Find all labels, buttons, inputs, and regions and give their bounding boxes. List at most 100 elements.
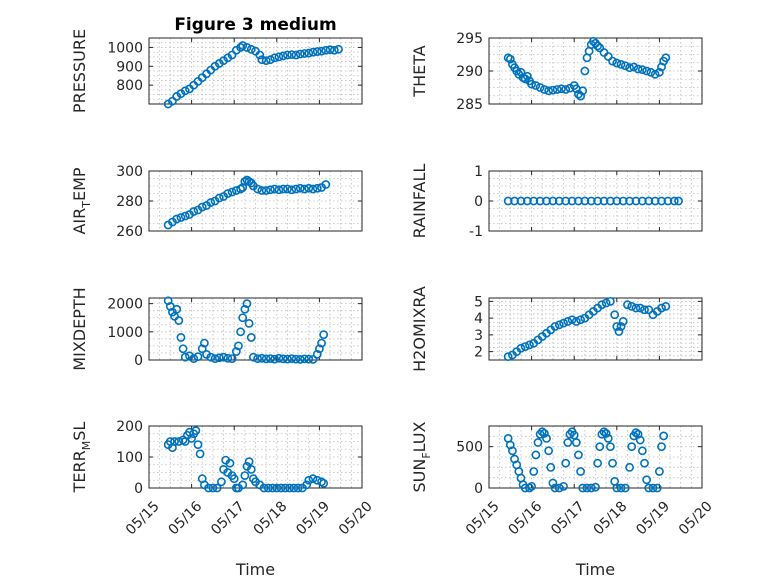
data-point xyxy=(554,483,564,493)
data-point xyxy=(661,301,671,311)
data-point xyxy=(304,183,314,193)
data-point xyxy=(599,427,609,437)
y-tick-label: 280 xyxy=(116,194,143,210)
data-point xyxy=(291,50,301,60)
chart-title: Figure 3 medium xyxy=(174,15,336,35)
data-point xyxy=(238,480,248,490)
y-tick-label: -1 xyxy=(469,224,483,240)
data-point xyxy=(548,478,558,488)
data-point xyxy=(527,79,536,89)
data-point xyxy=(268,483,277,493)
y-tick-label: 2 xyxy=(474,345,483,361)
y-tick-label: 1000 xyxy=(107,40,143,56)
data-point xyxy=(601,298,611,308)
data-point xyxy=(246,333,256,342)
data-point xyxy=(642,66,652,76)
y-axis-label: AIRTEMP xyxy=(70,167,93,234)
y-axis-label: TERRMSL xyxy=(70,422,93,494)
data-point xyxy=(308,47,318,57)
data-point xyxy=(266,55,275,65)
data-point xyxy=(295,183,305,193)
data-point xyxy=(206,198,216,207)
data-point xyxy=(593,41,603,51)
data-point xyxy=(236,327,245,337)
y-tick-label: 0 xyxy=(134,353,143,369)
data-point xyxy=(193,440,203,449)
data-point xyxy=(539,429,549,438)
data-point xyxy=(197,344,207,354)
axes-box xyxy=(488,297,703,361)
data-point xyxy=(669,196,679,206)
data-point xyxy=(259,483,269,493)
data-point xyxy=(661,53,671,63)
data-point xyxy=(261,354,271,364)
data-point xyxy=(240,304,250,314)
data-point xyxy=(257,55,267,65)
data-point xyxy=(274,52,284,62)
data-point xyxy=(272,483,282,493)
data-point xyxy=(520,342,530,351)
data-point xyxy=(525,483,534,493)
data-point xyxy=(274,353,284,363)
data-point xyxy=(503,352,513,362)
data-point xyxy=(650,196,660,206)
data-point xyxy=(278,184,288,194)
data-point xyxy=(334,44,343,54)
data-point xyxy=(285,483,294,493)
data-point xyxy=(544,86,554,96)
data-point xyxy=(178,344,188,354)
data-point xyxy=(539,85,549,94)
data-point xyxy=(537,427,547,437)
data-point xyxy=(657,303,666,313)
data-point xyxy=(261,186,271,195)
subplot-4: -1 0 1 RAINFALL xyxy=(410,164,703,240)
data-point xyxy=(550,483,560,493)
data-point xyxy=(616,322,626,331)
data-point xyxy=(293,483,303,493)
data-point xyxy=(612,483,622,493)
data-point xyxy=(180,352,190,362)
y-tick-label: 0 xyxy=(134,481,143,497)
data-point xyxy=(637,65,647,75)
data-point xyxy=(231,347,241,356)
data-point xyxy=(627,442,637,452)
data-point xyxy=(593,196,603,206)
subplot-1: 800 900 1000 PRESSURE Figure 3 medium xyxy=(70,15,363,113)
data-point xyxy=(229,474,239,484)
data-point xyxy=(616,483,626,493)
data-point xyxy=(180,211,190,221)
data-point xyxy=(554,196,564,206)
data-point xyxy=(631,428,641,438)
data-point xyxy=(287,50,297,59)
data-point xyxy=(321,45,331,55)
y-tick-label: 285 xyxy=(456,97,483,113)
data-point xyxy=(217,477,226,487)
data-point xyxy=(637,196,647,206)
data-point xyxy=(304,354,314,364)
y-axis-label: RAINFALL xyxy=(410,164,429,239)
data-point xyxy=(535,429,545,439)
data-point xyxy=(270,53,280,63)
data-point xyxy=(542,196,551,206)
y-axis-label: H2OMIXRA xyxy=(410,286,429,372)
data-point xyxy=(253,184,263,194)
data-point xyxy=(505,54,515,64)
data-point xyxy=(172,214,182,224)
data-point xyxy=(625,63,634,73)
data-point xyxy=(266,185,275,195)
data-point xyxy=(606,296,615,306)
data-point xyxy=(597,429,607,439)
data-point xyxy=(253,354,263,363)
data-point xyxy=(597,300,607,310)
data-point xyxy=(291,184,301,194)
data-point xyxy=(214,193,224,203)
data-point xyxy=(223,353,233,363)
data-point xyxy=(644,483,654,493)
data-point xyxy=(599,196,609,206)
data-point xyxy=(563,438,573,447)
data-point xyxy=(612,322,622,331)
data-point xyxy=(238,313,248,323)
data-point xyxy=(533,438,543,447)
